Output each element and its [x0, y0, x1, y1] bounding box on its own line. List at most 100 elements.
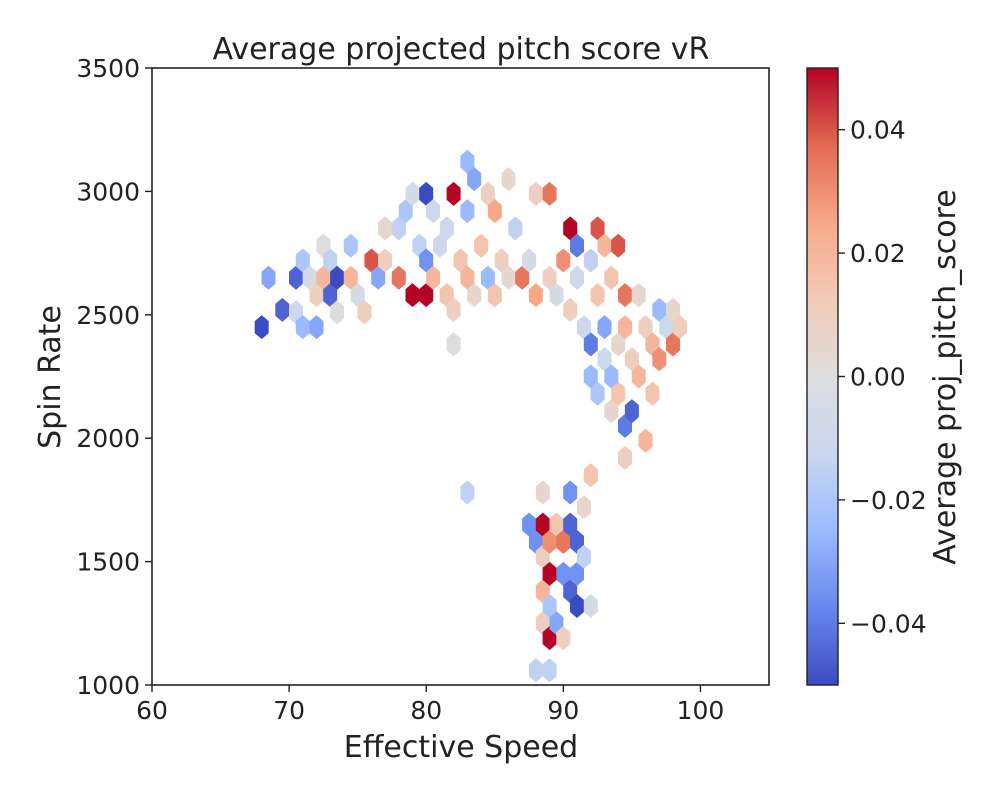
- hexbin-cell: [323, 248, 338, 273]
- hexbin-cell: [309, 283, 324, 308]
- hexbin-cell: [535, 512, 550, 537]
- hexbin-cell: [652, 297, 667, 322]
- hexbin-cell: [419, 283, 434, 308]
- hexbin-cell: [549, 283, 564, 308]
- hexbin-cell: [576, 544, 591, 569]
- hexbin-cell: [618, 315, 632, 340]
- hexbin-cell: [480, 265, 495, 290]
- hexbin-cell: [330, 300, 345, 325]
- hexbin-cell: [570, 233, 584, 258]
- hexbin-cell: [316, 265, 331, 290]
- colorbar-tick-label: 0.00: [850, 363, 906, 392]
- colorbar-gradient: [806, 67, 839, 686]
- x-tick-label: 90: [547, 696, 579, 725]
- hexbin-cell: [570, 265, 584, 290]
- hexbin-cell: [542, 529, 557, 554]
- hexbin-cell: [275, 297, 290, 322]
- hexbin-cell: [508, 216, 523, 241]
- hexbin-cell: [624, 347, 639, 372]
- hexbin-cell: [343, 265, 358, 290]
- x-tick-label: 70: [273, 696, 305, 725]
- x-tick-label: 60: [136, 696, 168, 725]
- hexbin-cell: [432, 233, 447, 258]
- hexbin-cell: [487, 199, 502, 224]
- hexbin-cell: [611, 381, 626, 406]
- hexbin-cell: [371, 265, 386, 290]
- hexbin-cell: [302, 265, 317, 290]
- hexbin-cell: [659, 315, 674, 340]
- hexbin-cell: [542, 594, 557, 618]
- hexbin-cell: [522, 248, 537, 273]
- hexbin-cell: [364, 248, 379, 273]
- hexbin-cell: [556, 529, 571, 554]
- hexbin-cell: [426, 199, 441, 224]
- hexbin-cell: [398, 199, 413, 224]
- hexbin-cell: [570, 561, 584, 586]
- hexbin-cell: [597, 233, 612, 258]
- hexbin-cell: [583, 364, 598, 389]
- hexbin-cell: [604, 265, 619, 290]
- colorbar-tick-label: −0.04: [850, 609, 927, 638]
- y-tick-label: 3000: [76, 177, 140, 206]
- hexbin-cell: [549, 512, 564, 537]
- hexbin-cell: [604, 399, 619, 424]
- hexbin-cell: [583, 332, 598, 357]
- hexbin-cell: [563, 480, 578, 505]
- colorbar-ticks: −0.04 −0.02 0.00 0.02 0.04: [838, 116, 927, 638]
- hexbin-cell: [556, 561, 571, 586]
- hexbin-cell: [645, 381, 660, 406]
- hexbin-cell: [638, 428, 653, 453]
- hexbin-cell: [350, 283, 365, 308]
- hexbin-cell: [535, 480, 550, 505]
- hexbin-cell: [542, 265, 557, 290]
- hexbin-cell: [467, 167, 482, 192]
- hexbin-layer: [254, 149, 687, 683]
- hexbin-cell: [487, 283, 502, 308]
- hexbin-cell: [604, 364, 619, 389]
- hexbin-cell: [611, 233, 626, 258]
- hexbin-cell: [563, 297, 578, 322]
- hexbin-cell: [618, 283, 632, 308]
- x-axis-label: Effective Speed: [344, 730, 578, 765]
- hexbin-cell: [501, 167, 516, 192]
- colorbar: −0.04 −0.02 0.00 0.02 0.04 Average proj_pitc…: [806, 67, 963, 686]
- hexbin-cell: [597, 315, 612, 340]
- hexbin-cell: [494, 248, 509, 273]
- hexbin-cell: [309, 315, 324, 340]
- hexbin-cell: [528, 181, 543, 206]
- hexbin-cell: [666, 332, 680, 357]
- x-tick-label: 80: [410, 696, 442, 725]
- hexbin-cell: [261, 265, 276, 290]
- hexbin-cell: [446, 181, 461, 206]
- y-tick-label: 1000: [76, 671, 140, 700]
- y-tick-label: 2000: [76, 424, 140, 453]
- hexbin-cell: [672, 315, 687, 340]
- y-tick-label: 2500: [76, 301, 140, 330]
- hexbin-cell: [426, 265, 441, 290]
- hexbin-cell: [583, 463, 598, 488]
- hexbin-cell: [583, 594, 598, 618]
- hexbin-cell: [446, 332, 461, 357]
- hexbin-cell: [590, 283, 605, 308]
- hexbin-cell: [378, 248, 393, 273]
- hexbin-cell: [460, 480, 475, 505]
- hexbin-cell: [391, 216, 406, 241]
- hexbin-cell: [330, 265, 345, 290]
- hexbin-cell: [624, 399, 639, 424]
- colorbar-tick-label: −0.02: [850, 486, 927, 515]
- hexbin-cell: [542, 181, 557, 206]
- hexbin-cell: [295, 315, 310, 340]
- hexbin-cell: [460, 265, 475, 290]
- hexbin-cell: [522, 512, 537, 537]
- hexbin-cell: [453, 248, 468, 273]
- hexbin-cell: [528, 658, 543, 683]
- hexbin-cell: [597, 347, 612, 372]
- y-axis: 1000 1500 2000 2500 3000 3500: [76, 54, 152, 700]
- y-axis-label: Spin Rate: [33, 305, 68, 449]
- hexbin-cell: [618, 445, 632, 470]
- hexbin-cell: [556, 626, 571, 651]
- colorbar-tick-label: 0.04: [850, 116, 906, 145]
- hexbin-cell: [474, 233, 489, 258]
- hexbin-cell: [666, 297, 680, 322]
